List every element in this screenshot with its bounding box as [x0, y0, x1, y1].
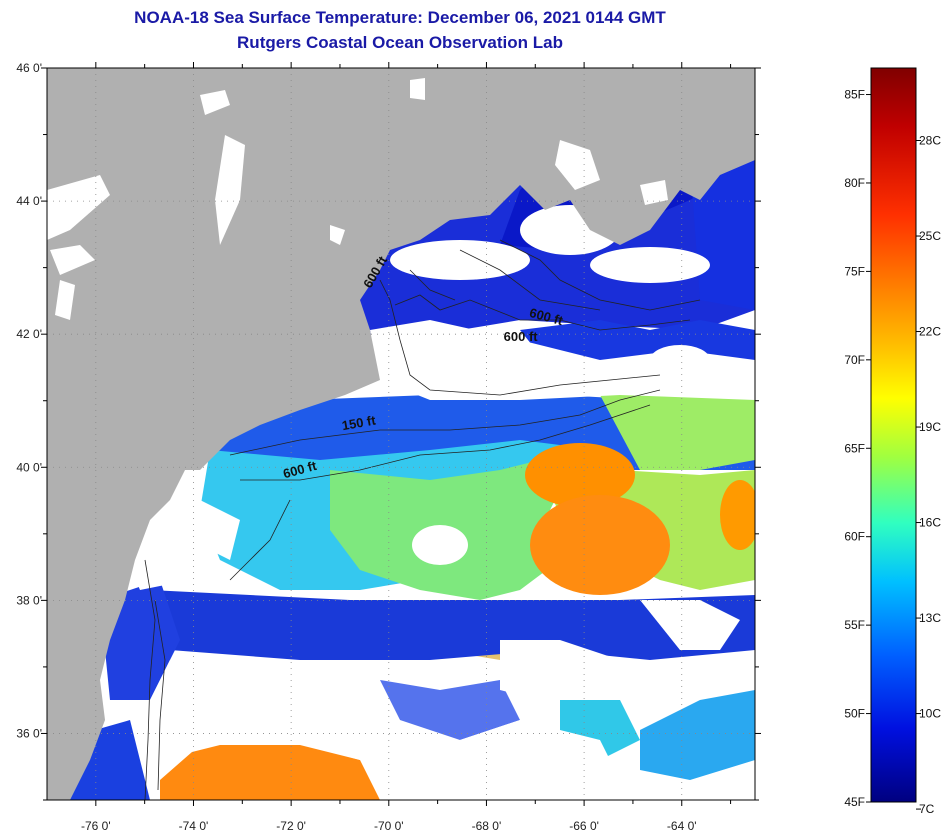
map-frame	[46, 67, 756, 801]
land-mass	[47, 68, 755, 800]
colorbar-c-label: 25C	[919, 229, 941, 243]
colorbar-f-label: 65F	[844, 441, 865, 455]
colorbar-labels: 85F 80F 75F 70F 65F 60F 55F 50F 45F 28C 25C 22C 19C 1…	[844, 88, 941, 817]
sst-field	[60, 80, 755, 800]
colorbar-f-label: 80F	[844, 176, 865, 190]
colorbar-c-label: 16C	[919, 516, 941, 530]
bathymetry-contours	[144, 239, 701, 800]
lat-tick-label: 46 0'	[16, 61, 42, 75]
colorbar-f-label: 50F	[844, 707, 865, 721]
map-title: NOAA-18 Sea Surface Temperature: Decembe…	[134, 8, 666, 27]
map-subtitle: Rutgers Coastal Ocean Observation Lab	[237, 33, 563, 52]
lon-tick-label: -68 0'	[472, 819, 502, 832]
lat-tick-label: 38 0'	[16, 593, 42, 607]
colorbar-c-label: 13C	[919, 611, 941, 625]
contour-label: 150 ft	[341, 412, 378, 433]
lat-tick-label: 36 0'	[16, 726, 42, 740]
lat-tick-label: 44 0'	[16, 194, 42, 208]
colorbar-f-label: 70F	[844, 353, 865, 367]
colorbar-f-label: 75F	[844, 264, 865, 278]
contour-label: 600 ft	[504, 329, 539, 344]
colorbar-f-label: 55F	[844, 618, 865, 632]
lon-tick-label: -76 0'	[81, 819, 111, 832]
colorbar-f-label: 45F	[844, 795, 865, 809]
lon-tick-label: -64 0'	[667, 819, 697, 832]
colorbar-f-label: 60F	[844, 530, 865, 544]
colorbar-c-label: 28C	[919, 134, 941, 148]
colorbar	[870, 67, 917, 803]
colorbar-c-label: 10C	[919, 707, 941, 721]
colorbar-c-label: 7C	[919, 802, 935, 816]
colorbar-c-label: 19C	[919, 420, 941, 434]
lat-tick-label: 40 0'	[16, 460, 42, 474]
map-axes: 46 0' 44 0' 42 0' 40 0' 38 0' 36 0' -76 0' -74 …	[16, 61, 761, 832]
colorbar-c-label: 22C	[919, 325, 941, 339]
lon-tick-label: -74 0'	[179, 819, 209, 832]
lon-tick-label: -72 0'	[276, 819, 306, 832]
lon-tick-label: -66 0'	[569, 819, 599, 832]
lon-tick-label: -70 0'	[374, 819, 404, 832]
lat-lon-grid	[47, 68, 755, 800]
inland-water	[47, 78, 668, 320]
colorbar-f-label: 85F	[844, 88, 865, 102]
lat-tick-label: 42 0'	[16, 327, 42, 341]
